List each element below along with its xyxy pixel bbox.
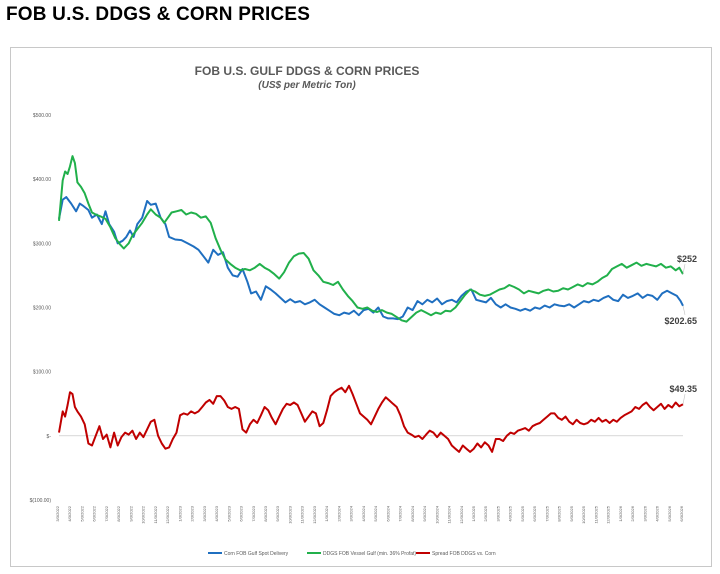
x-tick-label: 5/3/2025 — [520, 505, 525, 521]
x-tick-label: 3/3/2022 — [55, 505, 60, 521]
page-title: FOB U.S. DDGS & CORN PRICES — [6, 4, 311, 25]
x-tick-label: 5/3/2023 — [226, 505, 231, 521]
end-value-label: $252 — [677, 254, 697, 264]
x-tick-label: 10/3/2024 — [434, 505, 439, 524]
x-tick-label: 1/3/2026 — [618, 505, 623, 521]
x-tick-label: 7/3/2025 — [544, 505, 549, 521]
x-tick-label: 7/3/2022 — [104, 505, 109, 521]
x-tick-label: 4/3/2024 — [361, 505, 366, 521]
x-tick-label: 6/3/2026 — [679, 505, 684, 521]
end-label-leader — [682, 305, 686, 315]
x-tick-label: 2/3/2023 — [190, 505, 195, 521]
x-tick-label: 11/3/2024 — [447, 505, 452, 523]
x-tick-label: 6/3/2022 — [92, 505, 97, 521]
x-tick-label: 2/3/2025 — [483, 505, 488, 521]
chart-title: FOB U.S. GULF DDGS & CORN PRICES — [195, 64, 420, 78]
x-tick-label: 7/3/2024 — [398, 505, 403, 521]
series-lines — [58, 155, 684, 453]
x-tick-label: 3/3/2024 — [349, 505, 354, 521]
chart-subtitle: (US$ per Metric Ton) — [258, 80, 356, 91]
x-tick-label: 4/3/2022 — [67, 505, 72, 521]
series-line-0 — [58, 196, 684, 321]
x-tick-label: 9/3/2022 — [128, 505, 133, 521]
x-tick-label: 6/3/2025 — [532, 505, 537, 521]
y-tick-label: $(100.00) — [30, 498, 52, 504]
y-tick-label: $500.00 — [33, 113, 51, 119]
x-tick-label: 4/3/2023 — [214, 505, 219, 521]
y-tick-label: $300.00 — [33, 241, 51, 247]
x-tick-label: 5/3/2022 — [79, 505, 84, 521]
x-tick-label: 3/3/2025 — [495, 505, 500, 521]
series-line-1 — [58, 155, 684, 323]
legend-label-0: Corn FOB Gulf Spot Delivery — [224, 551, 289, 557]
x-tick-label: 6/3/2023 — [239, 505, 244, 521]
y-tick-label: $100.00 — [33, 370, 51, 376]
x-tick-label: 11/3/2023 — [300, 505, 305, 523]
x-tick-label: 10/3/2023 — [287, 505, 292, 524]
x-tick-label: 8/3/2025 — [557, 505, 562, 521]
x-tick-label: 3/3/2023 — [202, 505, 207, 521]
chart-frame: FOB U.S. GULF DDGS & CORN PRICES (US$ pe… — [10, 47, 712, 567]
x-tick-label: 9/3/2023 — [275, 505, 280, 521]
y-axis: $500.00 $400.00 $300.00 $200.00 $100.00 $- $(1… — [30, 113, 52, 504]
x-tick-label: 3/3/2026 — [642, 505, 647, 521]
x-tick-label: 4/3/2026 — [655, 505, 660, 521]
x-tick-label: 11/3/2022 — [153, 505, 158, 523]
end-label-leader — [682, 394, 686, 405]
x-tick-label: 12/3/2025 — [606, 505, 611, 524]
x-tick-label: 8/3/2022 — [116, 505, 121, 521]
x-tick-label: 8/3/2024 — [410, 505, 415, 521]
x-tick-label: 4/3/2025 — [508, 505, 513, 521]
x-axis: 3/3/2022 4/3/2022 5/3/2022 6/3/2022 7/3/2022… — [55, 435, 684, 524]
legend-label-1: DDGS FOB Vessel Gulf (min. 36% Profat) — [323, 551, 416, 557]
chart-legend: Corn FOB Gulf Spot Delivery DDGS FOB Vess… — [208, 551, 496, 557]
x-tick-label: 1/3/2023 — [177, 505, 182, 521]
x-tick-label: 7/3/2023 — [251, 505, 256, 521]
x-tick-label: 11/3/2025 — [593, 505, 598, 523]
x-tick-label: 6/3/2024 — [385, 505, 390, 521]
legend-label-2: Spread FOB DDGS vs. Corn — [432, 551, 496, 557]
y-tick-label: $- — [47, 434, 52, 440]
x-tick-label: 5/3/2024 — [373, 505, 378, 521]
x-tick-label: 1/3/2024 — [324, 505, 329, 521]
x-tick-label: 8/3/2023 — [263, 505, 268, 521]
x-tick-label: 1/3/2025 — [471, 505, 476, 521]
x-tick-label: 9/3/2025 — [569, 505, 574, 521]
end-label-leader — [682, 264, 686, 275]
end-value-labels: $252 $202.65 $49.35 — [664, 254, 697, 405]
x-tick-label: 2/3/2026 — [630, 505, 635, 521]
x-tick-label: 10/3/2022 — [141, 505, 146, 524]
end-value-label: $49.35 — [669, 384, 697, 394]
x-tick-label: 10/3/2025 — [581, 505, 586, 524]
end-value-label: $202.65 — [664, 316, 697, 326]
series-line-2 — [58, 384, 684, 453]
x-tick-label: 2/3/2024 — [336, 505, 341, 521]
x-tick-label: 12/3/2023 — [312, 505, 317, 524]
price-chart: FOB U.S. GULF DDGS & CORN PRICES (US$ pe… — [30, 64, 697, 557]
x-tick-label: 12/3/2024 — [459, 505, 464, 524]
x-tick-label: 9/3/2024 — [422, 505, 427, 521]
x-tick-label: 12/3/2022 — [165, 505, 170, 524]
y-tick-label: $200.00 — [33, 306, 51, 312]
y-tick-label: $400.00 — [33, 177, 51, 183]
x-tick-label: 5/3/2026 — [667, 505, 672, 521]
